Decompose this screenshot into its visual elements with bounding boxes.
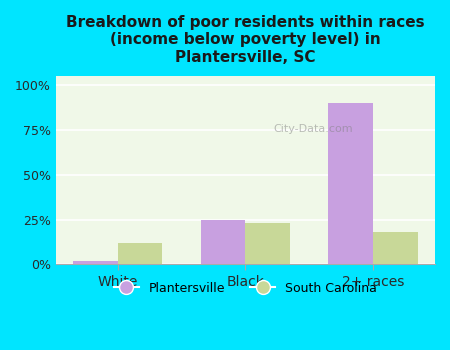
Bar [73,261,117,265]
Bar [117,243,162,265]
Bar [373,232,418,265]
Bar [201,219,245,265]
Bar [328,103,373,265]
Legend: Plantersville, South Carolina: Plantersville, South Carolina [109,277,382,300]
Bar [245,223,290,265]
Text: City-Data.com: City-Data.com [274,124,353,134]
Title: Breakdown of poor residents within races
(income below poverty level) in
Planter: Breakdown of poor residents within races… [66,15,425,65]
